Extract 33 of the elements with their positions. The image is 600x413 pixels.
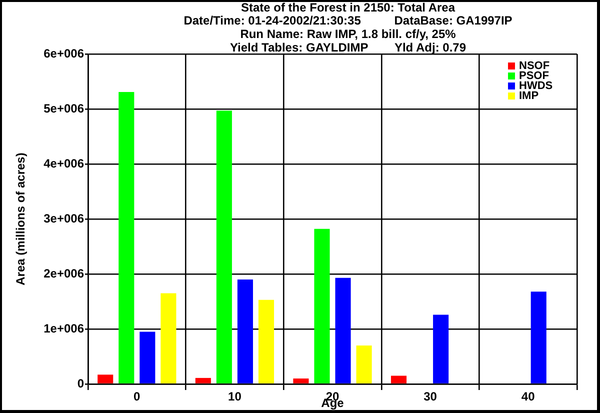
bar bbox=[118, 92, 134, 384]
bar bbox=[356, 346, 372, 384]
y-tick-label: 5e+006 bbox=[44, 101, 84, 116]
bar bbox=[314, 228, 330, 384]
bar bbox=[237, 280, 253, 384]
bar bbox=[140, 332, 156, 384]
bar bbox=[293, 378, 309, 384]
bar bbox=[195, 378, 211, 384]
y-tick-label: 4e+006 bbox=[44, 156, 84, 170]
legend-label: IMP bbox=[519, 90, 539, 102]
y-tick-label: 2e+006 bbox=[44, 266, 84, 280]
legend-label: NSOF bbox=[519, 60, 550, 72]
y-tick-label: 3e+006 bbox=[44, 211, 84, 226]
x-tick-label: 0 bbox=[134, 390, 141, 404]
x-tick-label: 10 bbox=[228, 390, 242, 404]
legend-label: PSOF bbox=[519, 70, 550, 82]
bar bbox=[530, 292, 546, 384]
y-axis-title: Area (millions of acres) bbox=[14, 152, 28, 286]
x-tick-label: 30 bbox=[424, 390, 438, 404]
bar bbox=[98, 374, 114, 384]
bar bbox=[390, 376, 407, 384]
y-tick-label: 6e+006 bbox=[44, 46, 84, 60]
legend-label: HWDS bbox=[519, 80, 553, 92]
x-tick-label: 40 bbox=[521, 390, 536, 404]
y-tick-label: 1e+006 bbox=[44, 321, 84, 336]
bar bbox=[160, 293, 176, 384]
bar bbox=[258, 300, 274, 384]
bar bbox=[335, 278, 351, 384]
chart-subtitle: Date/Time: 01-24-2002/21:30:35 DataBase: GA1997IP Run Name: Raw IMP, 1.8 bill. cf/y, 25% Yield Tables: GAYLDIMP Yld Adj: 0.79 bbox=[184, 13, 512, 54]
bar bbox=[216, 110, 232, 384]
y-tick-label: 0 bbox=[77, 376, 84, 390]
chart-title: State of the Forest in 2150: Total Area bbox=[240, 0, 456, 14]
bar bbox=[433, 314, 449, 384]
